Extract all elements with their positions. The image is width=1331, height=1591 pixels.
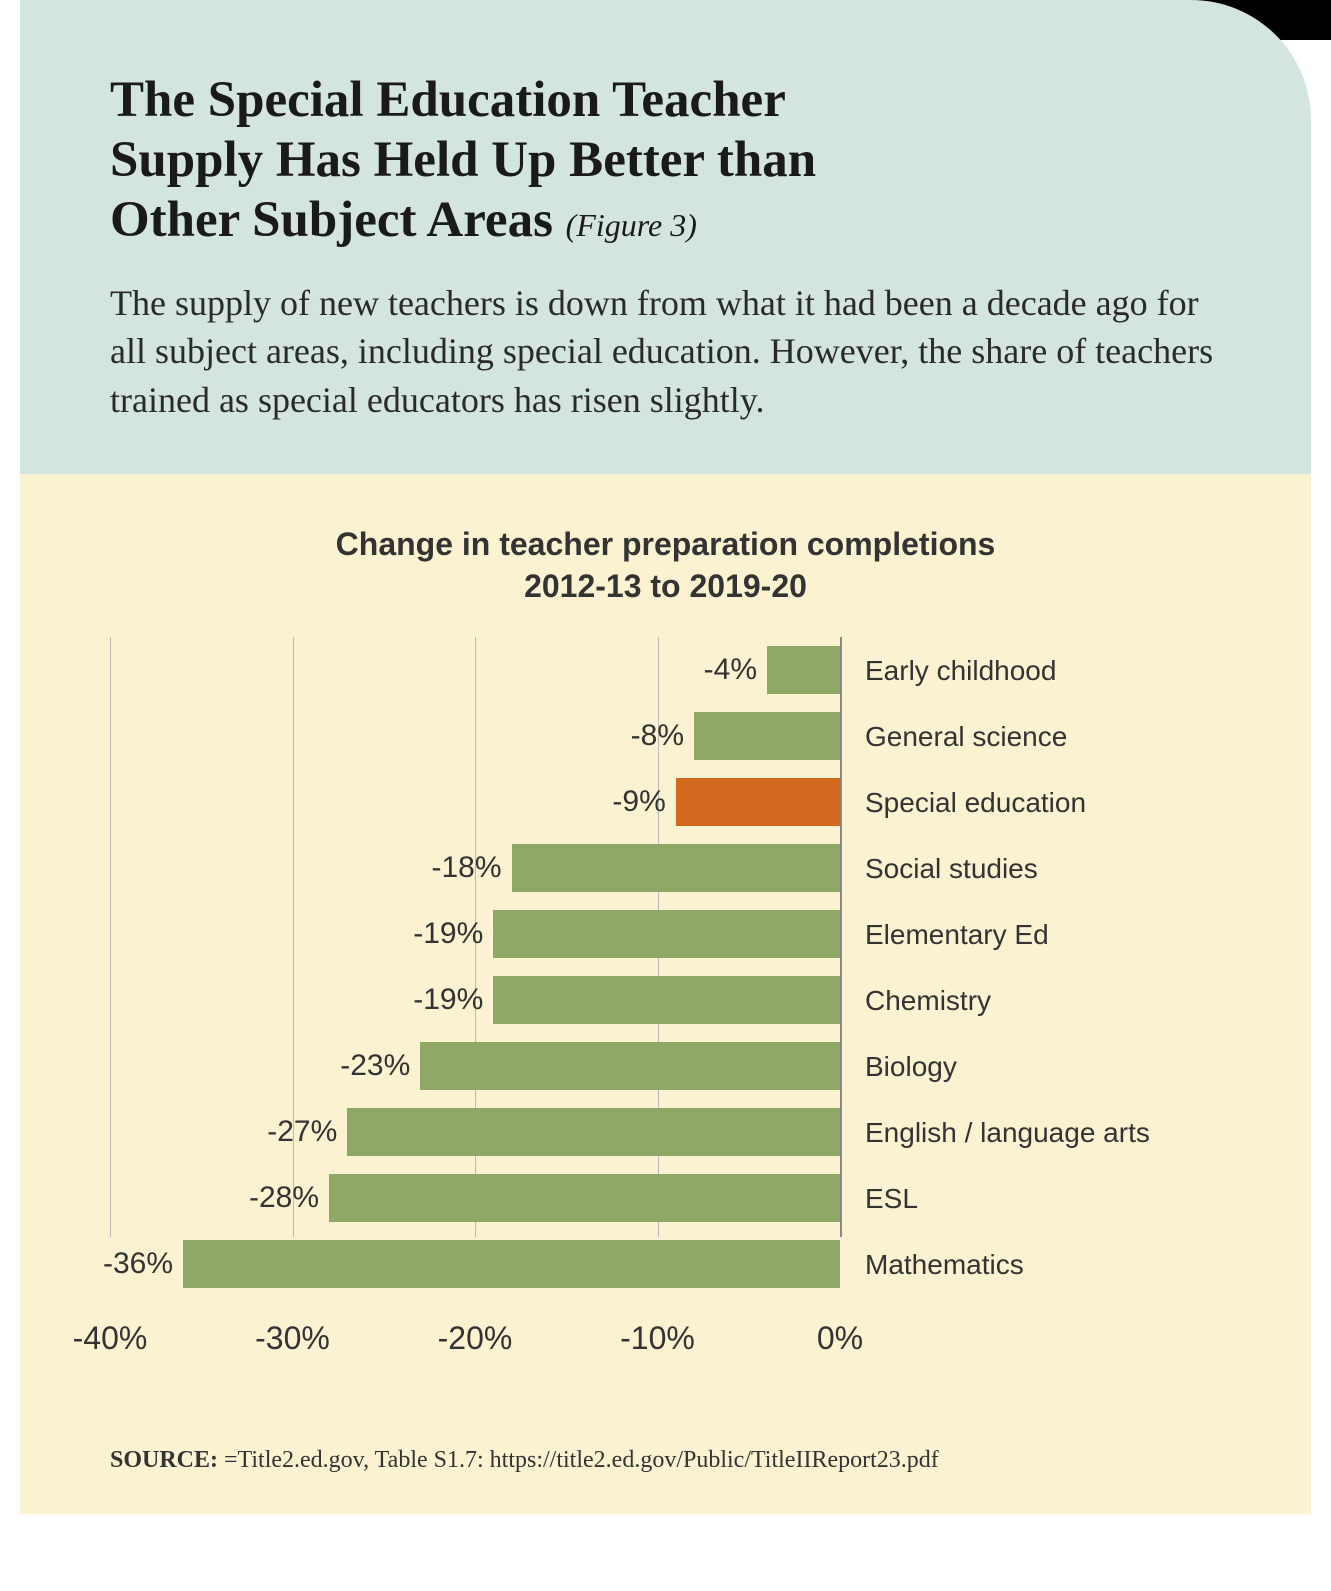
figure-number: (Figure 3) — [566, 207, 697, 243]
bar-row: -28%ESL — [110, 1165, 840, 1231]
x-tick-label: 0% — [817, 1320, 863, 1357]
bar-category-label: General science — [865, 721, 1067, 753]
bar-row: -19%Chemistry — [110, 967, 840, 1033]
bar-value-label: -18% — [402, 851, 502, 885]
bar-row: -27%English / language arts — [110, 1099, 840, 1165]
x-tick-label: -10% — [620, 1320, 695, 1357]
title-line: Other Subject Areas — [110, 192, 553, 248]
bar-row: -9%Special education — [110, 769, 840, 835]
zero-line — [840, 637, 842, 1237]
bar-value-label: -4% — [657, 653, 757, 687]
bar — [183, 1240, 840, 1288]
x-tick-label: -20% — [438, 1320, 513, 1357]
bar-category-label: Biology — [865, 1051, 957, 1083]
x-tick-label: -40% — [73, 1320, 148, 1357]
bar-value-label: -28% — [219, 1181, 319, 1215]
chart-title-line: 2012-13 to 2019-20 — [524, 568, 807, 604]
figure-subtitle: The supply of new teachers is down from … — [110, 279, 1231, 425]
title-line: Supply Has Held Up Better than — [110, 132, 816, 188]
source-label: SOURCE: — [110, 1447, 218, 1473]
chart-plot: -40%-30%-20%-10%0%-4%Early childhood-8%G… — [110, 637, 840, 1357]
bar-category-label: Mathematics — [865, 1249, 1024, 1281]
bar-row: -18%Social studies — [110, 835, 840, 901]
bar-row: -23%Biology — [110, 1033, 840, 1099]
bar — [512, 844, 841, 892]
bar-category-label: Special education — [865, 787, 1086, 819]
bar-category-label: Early childhood — [865, 655, 1056, 687]
bar — [493, 910, 840, 958]
source-text: =Title2.ed.gov, Table S1.7: https://titl… — [218, 1447, 939, 1473]
bar-category-label: ESL — [865, 1183, 918, 1215]
bar-value-label: -9% — [566, 785, 666, 819]
figure-title: The Special Education Teacher Supply Has… — [110, 70, 1231, 251]
bar — [767, 646, 840, 694]
chart-title: Change in teacher preparation completion… — [90, 524, 1241, 607]
bar-row: -36%Mathematics — [110, 1231, 840, 1297]
source-line: SOURCE: =Title2.ed.gov, Table S1.7: http… — [90, 1447, 1241, 1474]
bar — [329, 1174, 840, 1222]
figure-container: The Special Education Teacher Supply Has… — [20, 0, 1311, 1591]
x-tick-label: -30% — [255, 1320, 330, 1357]
bar — [676, 778, 840, 826]
bar-row: -8%General science — [110, 703, 840, 769]
bar-value-label: -19% — [383, 983, 483, 1017]
bar-value-label: -27% — [237, 1115, 337, 1149]
bar-value-label: -23% — [310, 1049, 410, 1083]
bar-value-label: -19% — [383, 917, 483, 951]
bar-row: -4%Early childhood — [110, 637, 840, 703]
chart-panel: Change in teacher preparation completion… — [20, 474, 1311, 1514]
bar-category-label: English / language arts — [865, 1117, 1150, 1149]
title-line: The Special Education Teacher — [110, 72, 786, 128]
chart-title-line: Change in teacher preparation completion… — [336, 526, 996, 562]
bar-category-label: Elementary Ed — [865, 919, 1049, 951]
figure-header: The Special Education Teacher Supply Has… — [20, 0, 1311, 474]
bar — [420, 1042, 840, 1090]
bar-category-label: Chemistry — [865, 985, 991, 1017]
bar — [347, 1108, 840, 1156]
bar — [694, 712, 840, 760]
bar-value-label: -8% — [584, 719, 684, 753]
chart-area: -40%-30%-20%-10%0%-4%Early childhood-8%G… — [110, 637, 1241, 1417]
bar-category-label: Social studies — [865, 853, 1038, 885]
bar-value-label: -36% — [73, 1247, 173, 1281]
bar — [493, 976, 840, 1024]
bar-row: -19%Elementary Ed — [110, 901, 840, 967]
